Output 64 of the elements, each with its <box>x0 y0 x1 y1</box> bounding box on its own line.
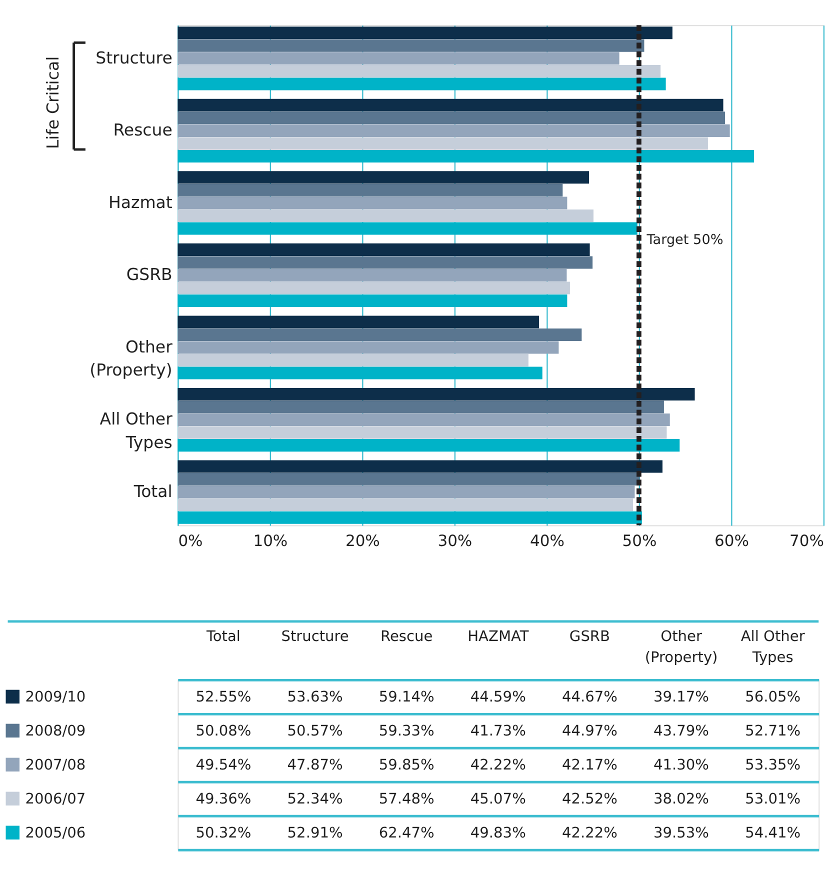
data-label: 62.47% <box>378 824 435 842</box>
category-label: Total <box>205 628 240 645</box>
y-tick-label: Rescue <box>113 120 172 140</box>
data-label: 52.91% <box>287 824 343 842</box>
data-label: 59.33% <box>378 722 435 740</box>
x-tick-label: 70% <box>789 532 824 550</box>
data-label: 43.79% <box>654 722 710 740</box>
legend-label: 2009/10 <box>25 688 86 706</box>
data-label: 53.01% <box>745 790 801 808</box>
x-tick-label: 0% <box>178 532 203 550</box>
category-label: Structure <box>281 628 349 645</box>
y-tick-label: Structure <box>96 48 172 68</box>
data-label: 56.05% <box>745 688 801 706</box>
data-label: 57.48% <box>378 790 435 808</box>
x-tick-label: 40% <box>530 532 564 550</box>
data-label: 42.22% <box>562 824 618 842</box>
data-label: 52.55% <box>196 688 252 706</box>
data-label: 49.54% <box>196 756 252 774</box>
data-label: 50.57% <box>287 722 343 740</box>
data-label: 53.63% <box>287 688 343 706</box>
data-label: 50.08% <box>196 722 252 740</box>
data-label: 52.34% <box>287 790 343 808</box>
data-label: 47.87% <box>287 756 343 774</box>
legend-label: 2007/08 <box>25 756 86 774</box>
data-label: 45.07% <box>470 790 526 808</box>
y-tick-label: Hazmat <box>108 192 173 212</box>
x-tick-label: 10% <box>253 532 288 550</box>
x-tick-label: 50% <box>622 532 657 550</box>
data-label: 42.22% <box>470 756 526 774</box>
data-label: 39.17% <box>654 688 710 706</box>
legend-label: 2008/09 <box>25 722 86 740</box>
y-tick-label: Total <box>132 482 172 501</box>
category-label: All Other Types <box>740 628 805 666</box>
y-tick-label: Other (Property) <box>90 337 173 380</box>
data-label: 59.14% <box>378 688 435 706</box>
data-label: 38.02% <box>654 790 710 808</box>
category-label: Other (Property) <box>644 628 718 666</box>
y-tick-label: All Other Types <box>100 410 173 452</box>
data-label: 52.71% <box>745 722 801 740</box>
text: Life Critical <box>43 56 62 150</box>
ref-line-label: Target 50% <box>646 232 724 248</box>
category-label: Rescue <box>380 628 433 645</box>
x-tick-label: 30% <box>438 532 472 550</box>
data-label: 41.30% <box>654 756 710 774</box>
x-tick-label: 60% <box>714 532 749 550</box>
category-label: GSRB <box>569 628 610 645</box>
data-label: 44.67% <box>562 688 618 706</box>
data-label: 44.97% <box>562 722 618 740</box>
x-tick-label: 20% <box>345 532 380 550</box>
legend-label: 2006/07 <box>25 790 86 808</box>
data-label: 59.85% <box>378 756 435 774</box>
data-label: 44.59% <box>470 688 526 706</box>
category-label: HAZMAT <box>468 628 529 645</box>
data-label: 39.53% <box>654 824 710 842</box>
data-label: 49.36% <box>196 790 252 808</box>
data-label: 50.32% <box>196 824 252 842</box>
legend-label: 2005/06 <box>25 824 86 842</box>
data-label: 42.52% <box>562 790 618 808</box>
data-label: 41.73% <box>470 722 526 740</box>
data-label: 49.83% <box>470 824 526 842</box>
data-label: 54.41% <box>745 824 801 842</box>
data-label: 53.35% <box>745 756 801 774</box>
y-tick-label: GSRB <box>126 265 172 284</box>
data-label: 42.17% <box>562 756 618 774</box>
